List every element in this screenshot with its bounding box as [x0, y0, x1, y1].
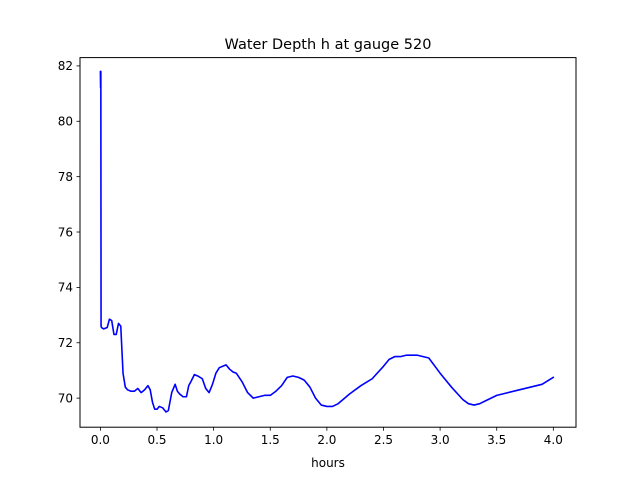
x-axis-ticks: 0.0 0.5 1.0 1.5 2.0 2.5 3.0 3.5 4.0: [91, 427, 563, 447]
y-tick-label: 74: [58, 281, 73, 295]
y-tick-label: 82: [58, 59, 73, 73]
plot-background: [80, 57, 576, 428]
x-tick-label: 3.0: [431, 433, 450, 447]
x-axis-label: hours: [311, 456, 345, 470]
x-tick-label: 0.5: [147, 433, 166, 447]
x-tick-label: 2.5: [374, 433, 393, 447]
x-tick-label: 3.5: [487, 433, 506, 447]
x-tick-label: 1.5: [261, 433, 280, 447]
x-tick-label: 0.0: [91, 433, 110, 447]
series-line: [99, 70, 555, 413]
x-tick-label: 4.0: [544, 433, 563, 447]
chart-title: Water Depth h at gauge 520: [225, 37, 432, 53]
y-tick-label: 76: [58, 225, 73, 239]
y-tick-label: 70: [58, 391, 73, 405]
x-tick-label: 1.0: [204, 433, 223, 447]
y-tick-label: 80: [58, 115, 73, 129]
plot-frame: [79, 57, 577, 428]
y-tick-label: 72: [58, 336, 73, 350]
y-tick-label: 78: [58, 170, 73, 184]
x-tick-label: 2.0: [317, 433, 336, 447]
series-layer: [99, 70, 555, 413]
y-axis-ticks: 70 72 74 76 78 80 82: [58, 59, 80, 405]
